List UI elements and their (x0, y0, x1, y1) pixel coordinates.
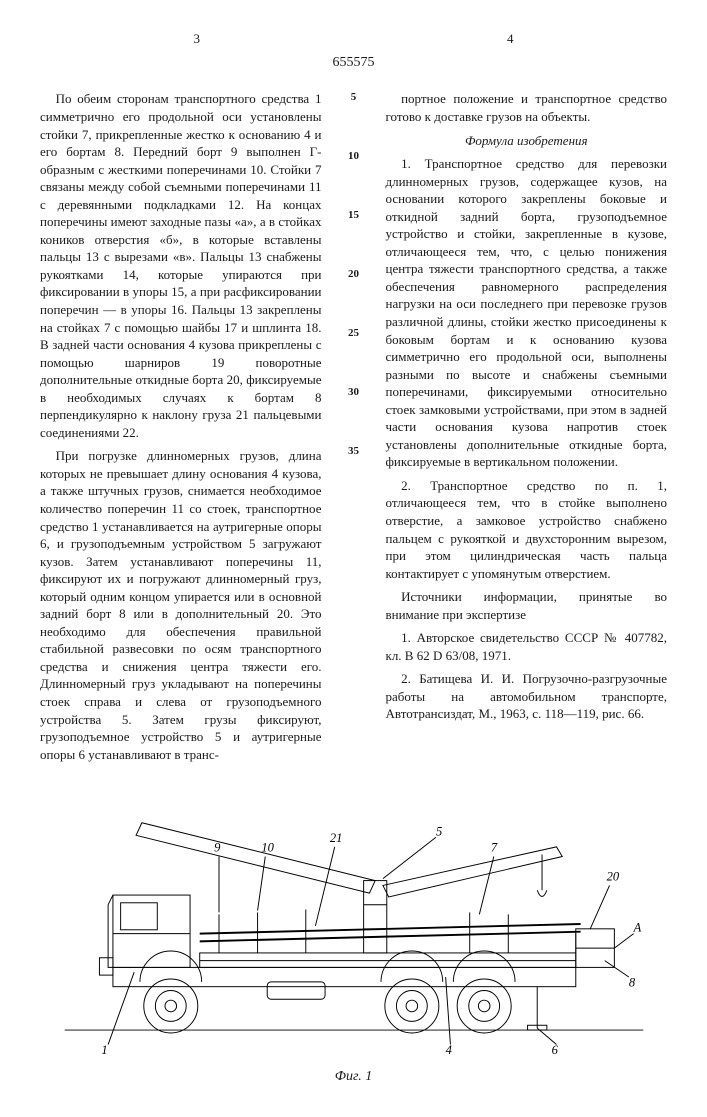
truck-diagram: 9 10 21 5 7 20 A 8 6 4 1 (54, 789, 654, 1059)
right-paragraph-5: 2. Батищева И. И. Погрузочно-разгрузочны… (386, 670, 668, 723)
fig-label: 5 (435, 825, 441, 839)
fig-label: 8 (628, 976, 635, 990)
fig-label: 21 (329, 831, 342, 845)
formula-heading: Формула изобретения (386, 132, 668, 150)
figure-caption: Фиг. 1 (40, 1068, 667, 1087)
line-mark: 35 (348, 444, 359, 459)
fig-label: 7 (490, 841, 497, 855)
figure-1: 9 10 21 5 7 20 A 8 6 4 1 Фиг. 1 (40, 789, 667, 1086)
page-number-right: 4 (507, 30, 514, 48)
fig-label: 20 (606, 870, 619, 884)
fig-label: 10 (261, 841, 274, 855)
right-column: портное положение и транспортное средств… (386, 90, 668, 769)
left-paragraph-2: При погрузке длинномерных грузов, длина … (40, 447, 322, 763)
page-number-row: 3 4 (40, 30, 667, 48)
page-number-left: 3 (194, 30, 201, 48)
fig-label: 4 (445, 1043, 451, 1057)
left-paragraph-1: По обеим сторонам транспортного средства… (40, 90, 322, 441)
right-paragraph-1: портное положение и транспортное средств… (386, 90, 668, 125)
right-paragraph-3: 2. Транспортное средство по п. 1, отлича… (386, 477, 668, 582)
left-column: По обеим сторонам транспортного средства… (40, 90, 322, 769)
line-mark: 20 (348, 267, 359, 282)
fig-label: 9 (214, 841, 221, 855)
patent-number: 655575 (40, 54, 667, 73)
sources-heading: Источники информации, принятые во вниман… (386, 588, 668, 623)
text-columns: По обеим сторонам транспортного средства… (40, 90, 667, 769)
right-paragraph-2: 1. Транспортное средство для перевозки д… (386, 155, 668, 471)
line-mark: 5 (351, 90, 357, 105)
line-number-strip: 5 10 15 20 25 30 35 (346, 90, 362, 769)
right-paragraph-4: 1. Авторское свидетельство СССР № 407782… (386, 629, 668, 664)
line-mark: 10 (348, 149, 359, 164)
line-mark: 30 (348, 385, 359, 400)
fig-label: 1 (101, 1043, 107, 1057)
fig-label: A (632, 921, 641, 935)
line-mark: 25 (348, 326, 359, 341)
line-mark: 15 (348, 208, 359, 223)
fig-label: 6 (551, 1043, 558, 1057)
